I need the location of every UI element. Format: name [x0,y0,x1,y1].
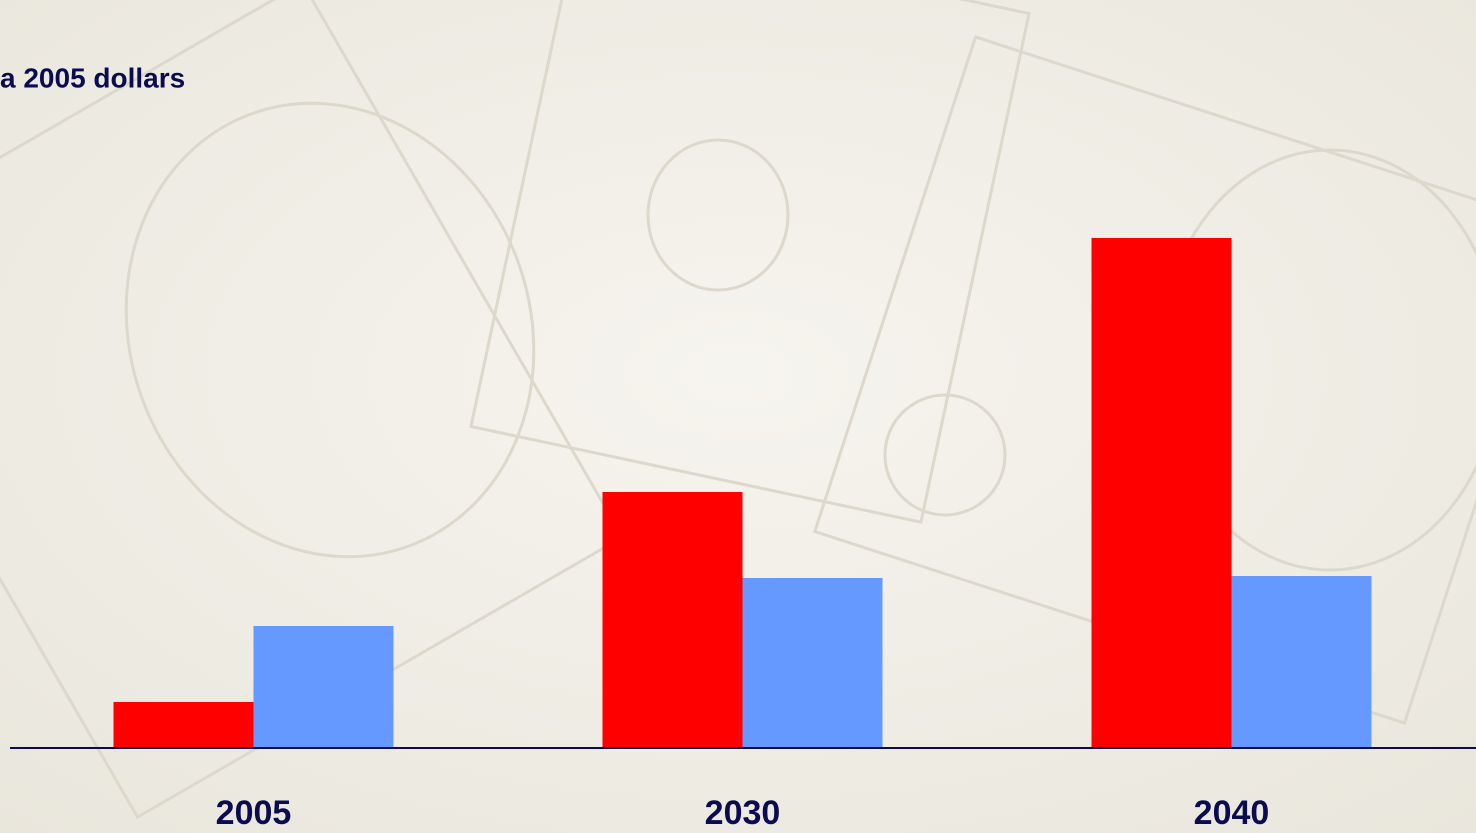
bar [603,492,743,748]
bar [743,578,883,748]
bar [254,626,394,748]
bar [1092,238,1232,748]
x-tick-label: 2040 [1194,794,1270,832]
chart: a 2005 dollars 2005 2030 2040 [0,0,1476,833]
bar [114,702,254,748]
bar [1232,576,1372,748]
x-tick-label: 2005 [216,794,292,832]
chart-title: a 2005 dollars [0,62,185,93]
x-tick-label: 2030 [705,794,781,832]
